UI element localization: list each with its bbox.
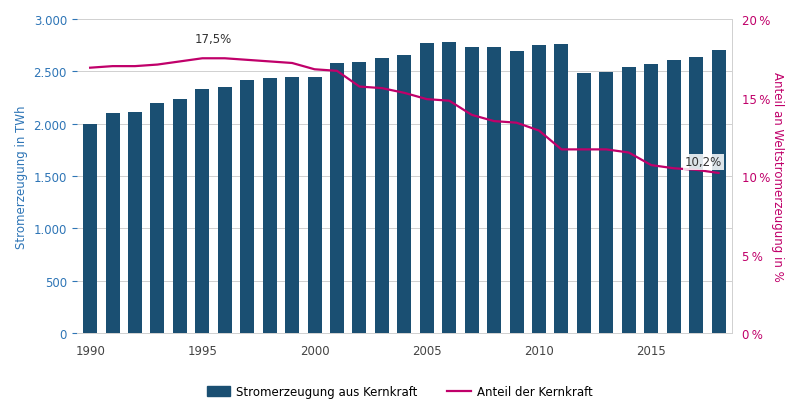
Bar bbox=[375, 59, 389, 333]
Bar bbox=[105, 114, 120, 333]
Bar bbox=[443, 43, 456, 333]
Bar bbox=[173, 100, 187, 333]
Bar bbox=[150, 104, 165, 333]
Bar bbox=[712, 51, 725, 333]
Bar bbox=[577, 74, 590, 333]
Bar bbox=[196, 90, 209, 333]
Bar bbox=[83, 124, 97, 333]
Text: 10,2%: 10,2% bbox=[685, 156, 722, 169]
Bar bbox=[285, 78, 299, 333]
Bar bbox=[218, 87, 232, 333]
Bar bbox=[352, 63, 367, 333]
Y-axis label: Anteil an Weltstromerzeugung in %: Anteil an Weltstromerzeugung in % bbox=[771, 72, 784, 281]
Bar bbox=[622, 68, 636, 333]
Bar bbox=[690, 58, 703, 333]
Y-axis label: Stromerzeugung in TWh: Stromerzeugung in TWh bbox=[15, 105, 28, 248]
Bar bbox=[532, 45, 546, 333]
Bar bbox=[510, 52, 523, 333]
Bar bbox=[487, 48, 501, 333]
Bar bbox=[644, 65, 658, 333]
Bar bbox=[240, 81, 254, 333]
Bar bbox=[666, 61, 681, 333]
Bar bbox=[128, 113, 142, 333]
Bar bbox=[599, 73, 614, 333]
Text: 17,5%: 17,5% bbox=[195, 33, 233, 46]
Bar bbox=[308, 77, 321, 333]
Bar bbox=[263, 78, 276, 333]
Legend: Stromerzeugung aus Kernkraft, Anteil der Kernkraft: Stromerzeugung aus Kernkraft, Anteil der… bbox=[202, 381, 597, 403]
Bar bbox=[397, 55, 411, 333]
Bar bbox=[465, 48, 479, 333]
Bar bbox=[555, 45, 568, 333]
Bar bbox=[330, 64, 344, 333]
Bar bbox=[419, 44, 434, 333]
